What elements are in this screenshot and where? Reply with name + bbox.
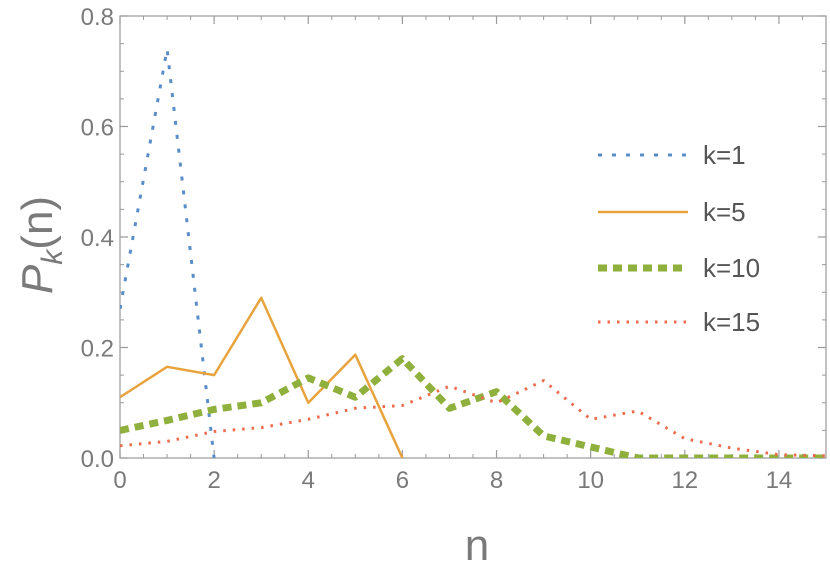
- axes: [119, 15, 827, 459]
- legend-label: k=5: [703, 197, 746, 227]
- y-tick-label: 0.0: [81, 446, 114, 473]
- y-tick-label: 0.6: [81, 115, 114, 142]
- series-k-1: [120, 47, 216, 458]
- x-tick-label: 6: [396, 467, 409, 494]
- legend-item: k=15: [598, 307, 760, 337]
- x-tick-label: 4: [302, 467, 315, 494]
- legend: k=1 k=5 k=10 k=15: [598, 140, 760, 337]
- x-tick-label: 0: [113, 467, 126, 494]
- legend-item: k=5: [598, 197, 746, 227]
- series-line: [120, 296, 404, 458]
- y-axis-title-main: P: [13, 264, 62, 294]
- y-tick-label: 0.8: [81, 4, 114, 31]
- legend-label: k=1: [703, 140, 746, 170]
- x-ticks: 0 2 4 6 8 10 12 14: [113, 16, 803, 494]
- legend-label: k=10: [703, 253, 760, 283]
- legend-item: k=10: [598, 253, 760, 283]
- series-k-10: [120, 355, 826, 458]
- series-line: [120, 379, 826, 458]
- y-ticks: 0.0 0.2 0.4 0.6 0.8: [81, 4, 826, 473]
- y-tick-label: 0.4: [81, 225, 114, 252]
- y-axis-title-sub: k: [36, 248, 69, 265]
- y-axis-title: Pk(n): [13, 196, 69, 294]
- series-line: [120, 355, 826, 458]
- x-axis-title: n: [465, 521, 489, 569]
- series-k-5: [120, 296, 404, 458]
- series-k-15: [120, 379, 826, 458]
- plot-frame: [119, 15, 827, 459]
- y-axis-title-tail: (n): [13, 196, 62, 250]
- legend-item: k=1: [598, 140, 746, 170]
- x-tick-label: 10: [577, 467, 604, 494]
- x-tick-label: 12: [671, 467, 698, 494]
- legend-label: k=15: [703, 307, 760, 337]
- x-tick-label: 8: [490, 467, 503, 494]
- y-tick-label: 0.2: [81, 336, 114, 363]
- x-tick-label: 2: [207, 467, 220, 494]
- series-layer: [120, 47, 826, 458]
- series-line: [120, 47, 216, 458]
- x-tick-label: 14: [766, 467, 793, 494]
